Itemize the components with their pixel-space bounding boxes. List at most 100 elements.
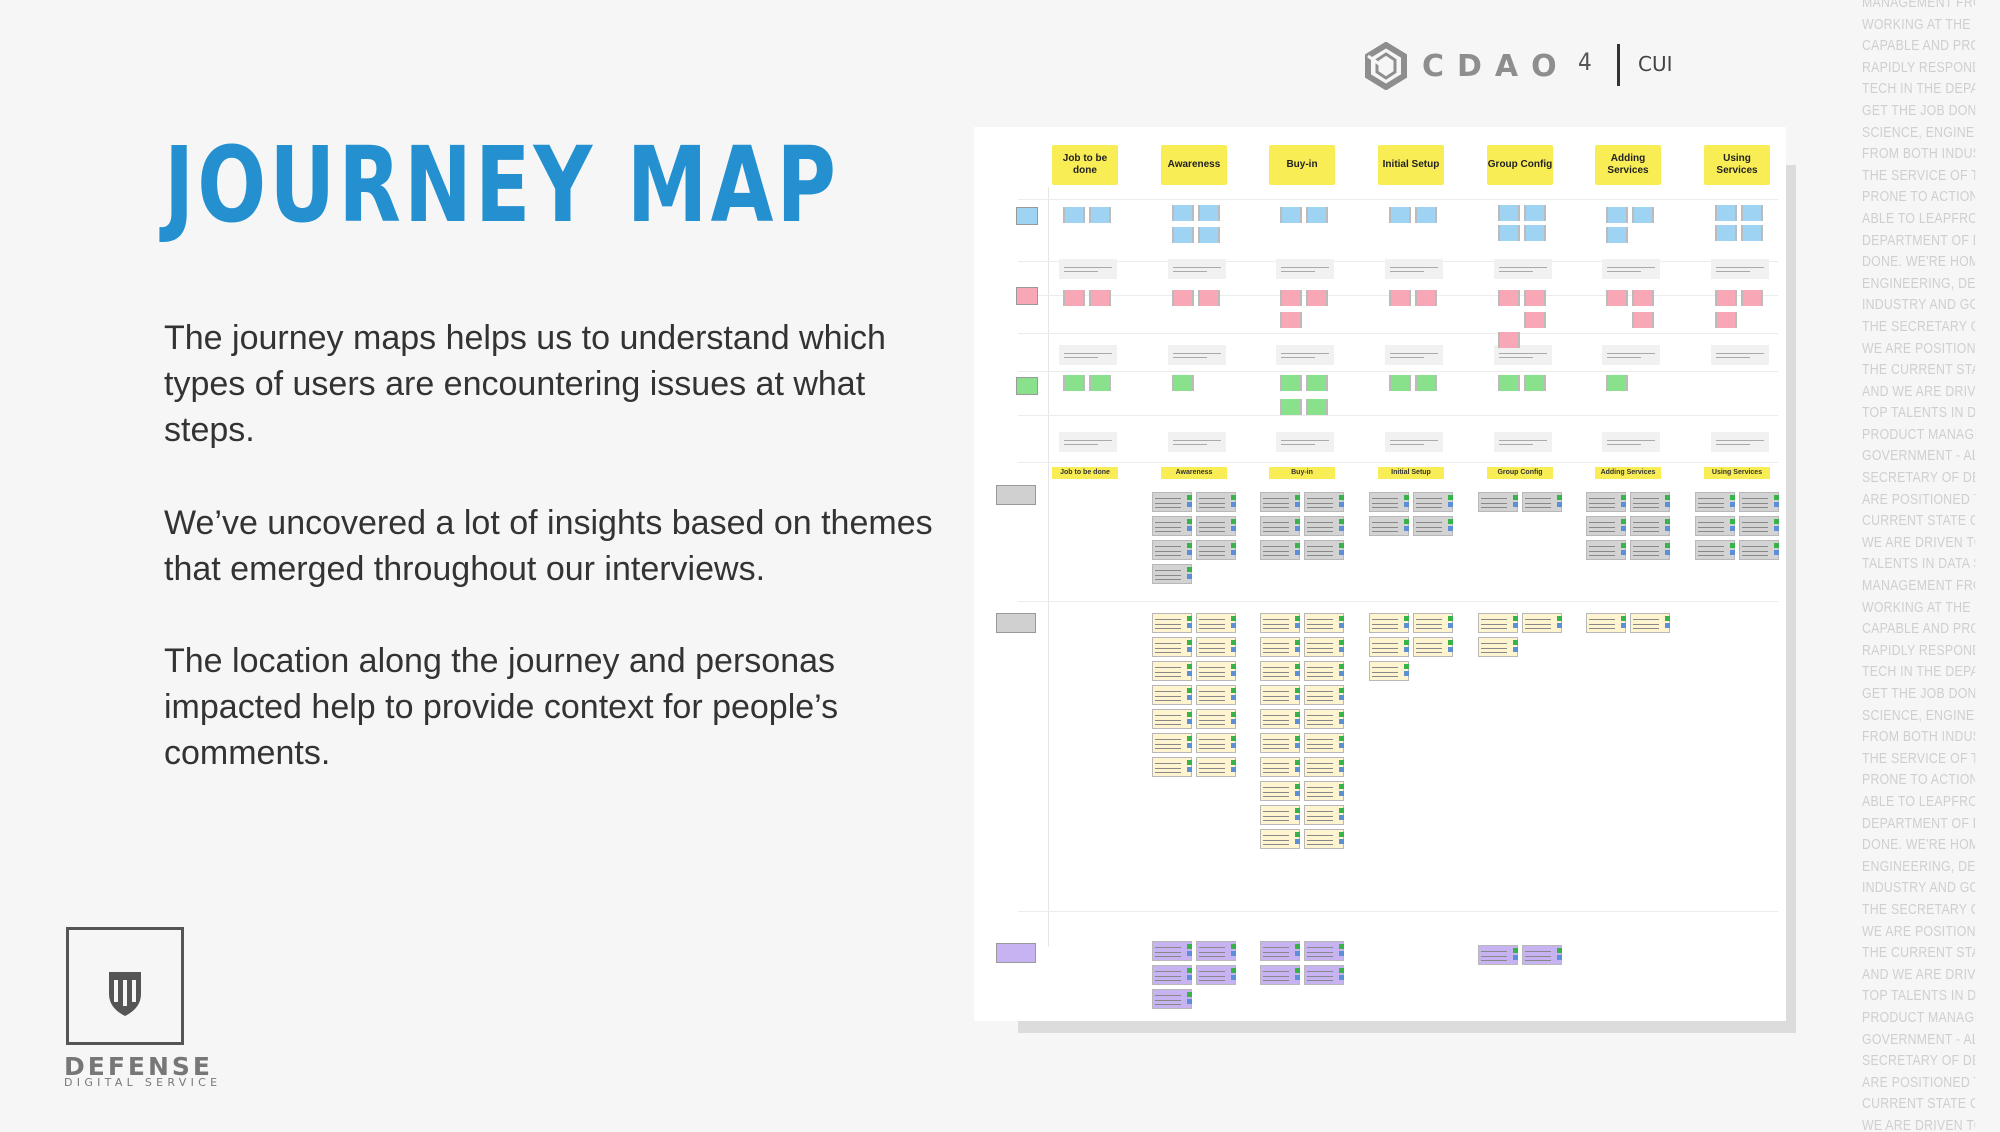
row-swatch: [1016, 207, 1038, 225]
card-text-line: [1306, 715, 1334, 717]
card-text-line: [1306, 550, 1334, 552]
card-tag: [1557, 948, 1562, 953]
pain-point-sticky: [1306, 290, 1328, 306]
gain-sticky: [1498, 375, 1520, 391]
card-text-line: [1741, 522, 1769, 524]
decorative-text-line: THE SECRETARY OF DEFEN: [1862, 900, 1975, 918]
card-tag: [1513, 948, 1518, 953]
notes-block: [1276, 432, 1334, 452]
decorative-text-line: DEPARTMENT OF DEFENSE: [1862, 231, 1975, 249]
card-text-line: [1262, 627, 1290, 629]
opportunity-card: [1304, 757, 1344, 777]
card-tag: [1404, 623, 1409, 628]
card-text-line: [1371, 522, 1399, 524]
page-number: 4: [1578, 48, 1592, 76]
card-tag: [1339, 736, 1344, 741]
persona-sticky: [1498, 205, 1520, 221]
decorative-text-line: MANAGEMENT FROM BOTH: [1862, 0, 1975, 11]
persona-sticky: [1415, 207, 1437, 223]
card-tag: [1295, 975, 1300, 980]
pain-point-sticky: [1715, 312, 1737, 328]
notes-block: [1059, 345, 1117, 365]
card-tag: [1339, 975, 1344, 980]
notes-block: [1711, 432, 1769, 452]
card-tag: [1339, 695, 1344, 700]
card-tag: [1187, 495, 1192, 500]
card-tag: [1187, 968, 1192, 973]
card-text-line: [1524, 955, 1552, 957]
card-text-line: [1697, 554, 1725, 556]
card-text-line: [1524, 959, 1552, 961]
card-text-line: [1524, 623, 1552, 625]
card-text-line: [1262, 815, 1290, 817]
stage-header: Awareness: [1161, 145, 1227, 185]
insight-card: [1586, 540, 1626, 560]
card-tag: [1621, 623, 1626, 628]
stage-header: Buy-in: [1269, 145, 1335, 185]
card-text-line: [1371, 530, 1399, 532]
card-tag: [1295, 944, 1300, 949]
card-text-line: [1198, 627, 1226, 629]
opportunity-card: [1586, 613, 1626, 633]
decorative-text-line: WORKING AT THE SERVICE: [1862, 598, 1975, 616]
card-text-line: [1306, 699, 1334, 701]
card-tag: [1557, 616, 1562, 621]
card-text-line: [1198, 675, 1226, 677]
insight-card: [1260, 516, 1300, 536]
card-tag: [1339, 760, 1344, 765]
opportunity-card: [1260, 613, 1300, 633]
card-text-line: [1154, 999, 1182, 1001]
card-text-line: [1306, 739, 1334, 741]
persona-sticky: [1606, 227, 1628, 243]
card-text-line: [1632, 546, 1660, 548]
opportunity-card: [1522, 613, 1562, 633]
purple-card: [1196, 941, 1236, 961]
insight-card: [1196, 540, 1236, 560]
card-text-line: [1262, 839, 1290, 841]
card-text-line: [1306, 671, 1334, 673]
card-text-line: [1632, 554, 1660, 556]
card-text-line: [1262, 522, 1290, 524]
notes-block: [1602, 432, 1660, 452]
card-tag: [1339, 784, 1344, 789]
card-text-line: [1262, 791, 1290, 793]
card-text-line: [1306, 526, 1334, 528]
card-tag: [1231, 502, 1236, 507]
card-text-line: [1588, 522, 1616, 524]
card-text-line: [1415, 522, 1443, 524]
decorative-text-line: RAPIDLY RESPOND, ABLE TO: [1862, 58, 1975, 76]
decorative-text-line: THE SECRETARY OF DEFEN: [1862, 317, 1975, 335]
opportunity-card: [1304, 805, 1344, 825]
card-text-line: [1198, 719, 1226, 721]
card-text-line: [1741, 546, 1769, 548]
decorative-text-line: THE SERVICE OF THE SECR: [1862, 749, 1975, 767]
notes-block: [1059, 432, 1117, 452]
card-tag: [1187, 574, 1192, 579]
card-text-line: [1632, 498, 1660, 500]
card-tag: [1339, 815, 1344, 820]
card-text-line: [1154, 546, 1182, 548]
insight-card: [1586, 516, 1626, 536]
insights-row-label: [996, 485, 1036, 505]
card-text-line: [1198, 623, 1226, 625]
decorative-text-line: TOP TALENTS IN DATA SC: [1862, 404, 1975, 422]
card-tag: [1295, 640, 1300, 645]
card-text-line: [1632, 526, 1660, 528]
card-tag: [1513, 955, 1518, 960]
card-text-line: [1371, 526, 1399, 528]
card-tag: [1187, 519, 1192, 524]
notes-block: [1494, 345, 1552, 365]
card-text-line: [1262, 623, 1290, 625]
card-text-line: [1306, 651, 1334, 653]
card-text-line: [1588, 627, 1616, 629]
opportunity-card: [1304, 709, 1344, 729]
card-tag: [1295, 502, 1300, 507]
opportunity-card: [1196, 685, 1236, 705]
card-tag: [1187, 664, 1192, 669]
card-text-line: [1262, 546, 1290, 548]
card-tag: [1187, 543, 1192, 548]
purple-card: [1304, 941, 1344, 961]
insight-card: [1586, 492, 1626, 512]
persona-sticky: [1389, 207, 1411, 223]
card-text-line: [1198, 546, 1226, 548]
